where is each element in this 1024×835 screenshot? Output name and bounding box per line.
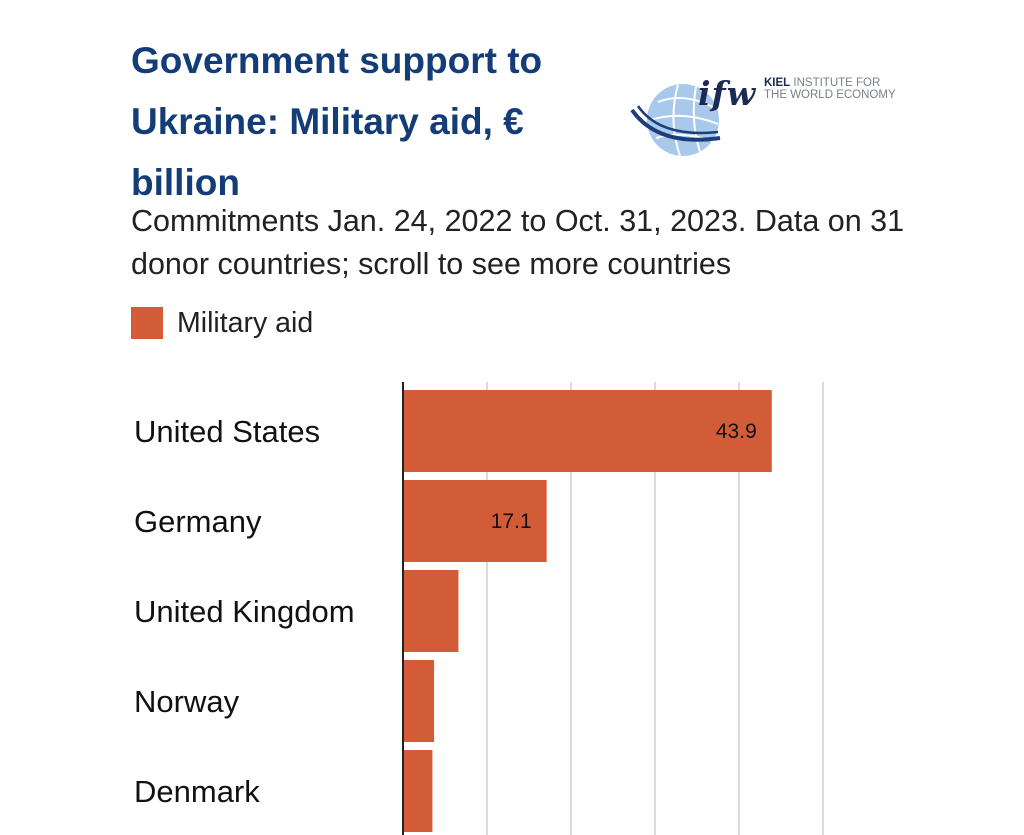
bar-chart: United States 43.9 Germany 17.1 United Kingd… bbox=[134, 382, 824, 835]
data-label: 17.1 bbox=[491, 510, 532, 533]
category-label: Denmark bbox=[134, 774, 260, 809]
bar bbox=[403, 480, 547, 562]
category-label: United Kingdom bbox=[134, 594, 355, 629]
ifw-logo: ifw KIEL INSTITUTE FOR THE WORLD ECONOMY bbox=[628, 72, 908, 162]
data-label: 43.9 bbox=[716, 420, 757, 443]
category-label: Norway bbox=[134, 684, 240, 719]
chart-subtitle: Commitments Jan. 24, 2022 to Oct. 31, 20… bbox=[131, 204, 905, 281]
category-label: United States bbox=[134, 414, 320, 449]
legend-swatch bbox=[131, 307, 163, 339]
category-label: Germany bbox=[134, 504, 262, 539]
logo-institute-name: KIEL INSTITUTE FOR THE WORLD ECONOMY bbox=[764, 77, 896, 101]
bar bbox=[403, 660, 435, 742]
bar bbox=[403, 390, 772, 472]
chart-title: Government support to Ukraine: Military … bbox=[131, 40, 543, 203]
logo-wordmark: ifw bbox=[698, 74, 757, 113]
legend-label: Military aid bbox=[177, 307, 314, 339]
globe-icon bbox=[630, 84, 721, 157]
logo-inst-line2: THE WORLD ECONOMY bbox=[764, 89, 896, 101]
logo-inst-line1: INSTITUTE FOR bbox=[790, 77, 881, 89]
bar bbox=[403, 570, 459, 652]
bar bbox=[403, 750, 433, 832]
logo-inst-bold: KIEL bbox=[764, 77, 791, 89]
